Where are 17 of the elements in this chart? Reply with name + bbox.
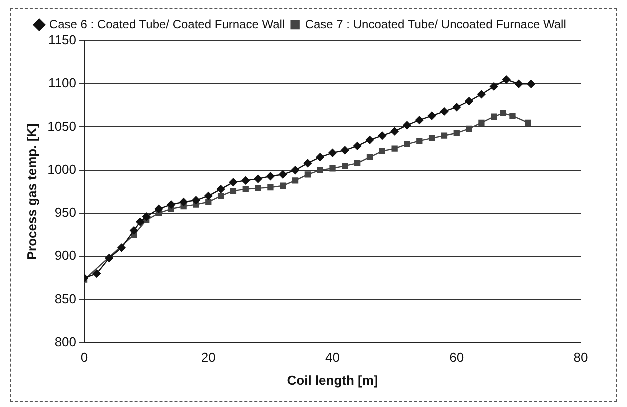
y-tick-label: 850 <box>54 291 77 306</box>
x-tick-label: 80 <box>574 350 588 366</box>
legend-label: Case 6 : Coated Tube/ Coated Furnace Wall <box>49 17 286 32</box>
x-tick-label: 0 <box>80 350 88 366</box>
y-tick-label: 950 <box>54 205 77 220</box>
x-axis-title: Coil length [m] <box>287 372 378 388</box>
y-tick-label: 800 <box>54 334 77 350</box>
y-tick-label: 1150 <box>48 32 77 48</box>
y-tick-label: 1000 <box>48 162 77 177</box>
y-tick-label: 900 <box>54 248 77 264</box>
x-tick-label: 60 <box>450 350 464 366</box>
legend-label: Case 7 : Uncoated Tube/ Uncoated Furnace Wall <box>305 17 566 32</box>
y-tick-label: 1100 <box>48 76 77 91</box>
y-tick-label: 1050 <box>48 118 77 134</box>
y-axis-title: Process gas temp. [K] <box>24 124 40 260</box>
x-tick-label: 20 <box>201 350 216 366</box>
x-tick-label: 40 <box>326 350 340 366</box>
